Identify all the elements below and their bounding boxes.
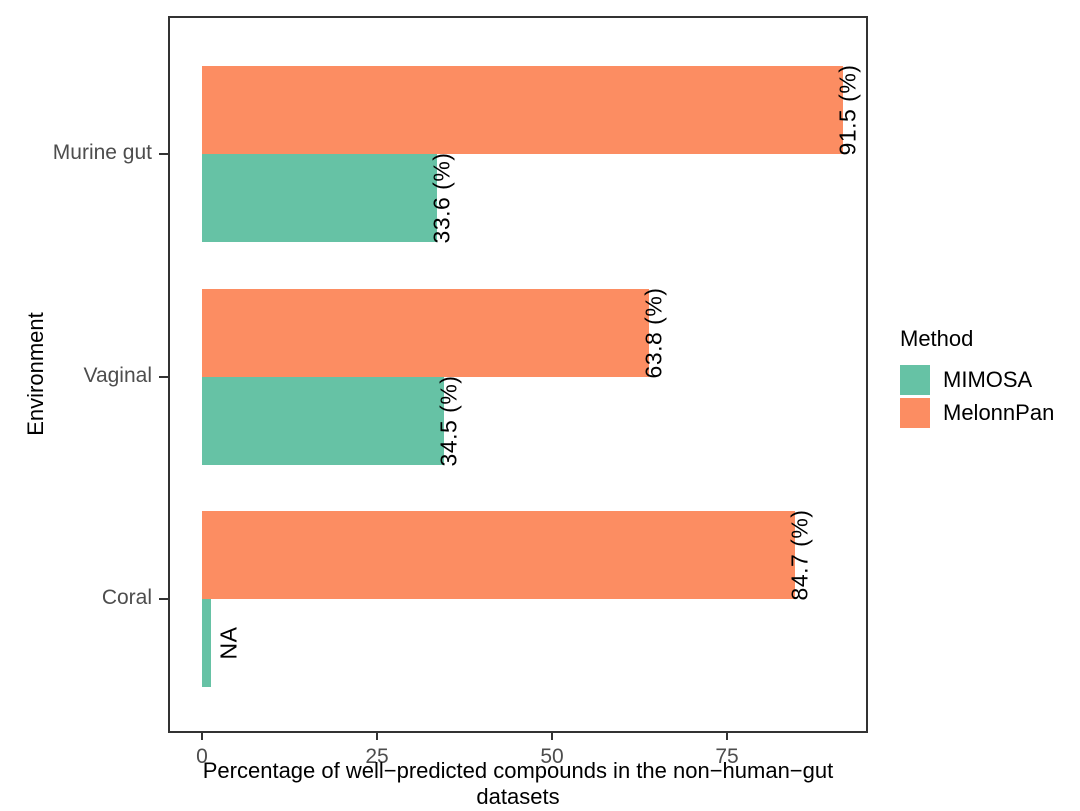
- legend-item-mimosa: MIMOSA: [900, 364, 1054, 395]
- bar-mimosa-1: [202, 377, 444, 465]
- bar-melonnpan-1: [202, 289, 649, 377]
- legend-swatch-mimosa: [900, 364, 930, 395]
- legend-title: Method: [900, 326, 974, 351]
- y-tick-label: Coral: [101, 586, 152, 609]
- x-tick-label: 25: [365, 745, 389, 768]
- x-tick-label: 50: [540, 745, 564, 768]
- y-tick-mark: [159, 376, 168, 378]
- y-tick-mark: [159, 153, 168, 155]
- legend-label: MIMOSA: [943, 366, 1033, 392]
- x-tick-mark: [201, 733, 203, 740]
- bar-value-label: NA: [215, 626, 242, 660]
- bar-value-label: 91.5 (%): [834, 64, 860, 156]
- y-tick-mark: [159, 598, 168, 600]
- legend-swatch-melonnpan: [900, 397, 930, 428]
- bar-mimosa-0: [202, 154, 438, 242]
- bar-value-label: 34.5 (%): [435, 375, 461, 467]
- x-tick-label: 0: [196, 745, 208, 768]
- x-tick-mark: [551, 733, 553, 740]
- bar-value-label: 33.6 (%): [428, 152, 455, 244]
- legend-label: MelonnPan: [943, 399, 1055, 425]
- x-axis-title: Percentage of well−predicted compounds i…: [202, 758, 834, 809]
- bar-melonnpan-0: [202, 66, 843, 154]
- y-axis-title: Environment: [23, 312, 48, 436]
- y-tick-label: Vaginal: [83, 364, 153, 387]
- bar-value-label: 84.7 (%): [786, 509, 813, 601]
- bar-mimosa-2: [202, 599, 211, 687]
- legend-item-melonnpan: MelonnPan: [900, 397, 1054, 428]
- bar-melonnpan-2: [202, 511, 795, 599]
- bar-value-label: 63.8 (%): [640, 287, 667, 379]
- x-tick-label: 75: [715, 745, 739, 768]
- legend-items: MIMOSA MelonnPan: [900, 364, 1054, 428]
- x-tick-mark: [376, 733, 378, 740]
- legend: Method MIMOSA MelonnPan: [900, 326, 1054, 430]
- plot-panel: Murine gut Vaginal Coral 0 25 50 75 91.5 (%) 63.…: [53, 16, 868, 768]
- x-tick-mark: [726, 733, 728, 740]
- y-tick-label: Murine gut: [52, 141, 152, 164]
